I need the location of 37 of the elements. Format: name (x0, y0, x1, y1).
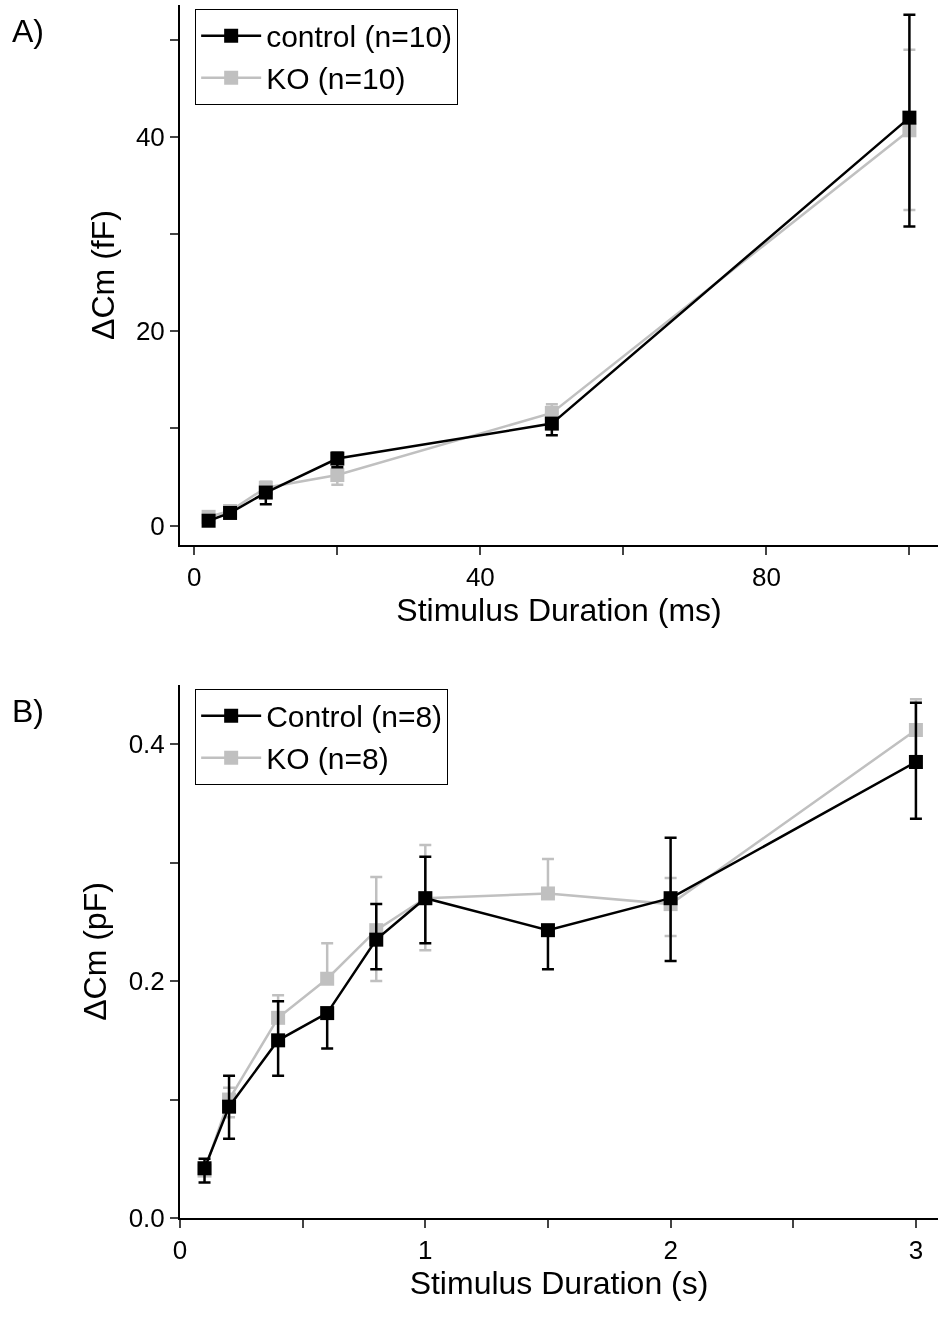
point (544, 416, 559, 431)
point (663, 891, 678, 906)
x-tick-label: 80 (751, 562, 781, 593)
point (540, 886, 555, 901)
x-tick-label: 3 (908, 1235, 924, 1266)
y-tick-label: 0.4 (128, 729, 165, 760)
y-tick-label: 40 (135, 122, 165, 153)
point (271, 1033, 286, 1048)
point (540, 923, 555, 938)
x-axis-title: Stimulus Duration (s) (409, 1265, 709, 1302)
point (258, 485, 273, 500)
y-tick-label: 0.0 (128, 1203, 165, 1234)
x-tick-label: 0 (172, 1235, 188, 1266)
point (902, 110, 917, 125)
point (320, 971, 335, 986)
point (908, 754, 923, 769)
x-tick-label: 2 (663, 1235, 678, 1266)
legend-label: KO (n=8) (266, 742, 389, 776)
x-tick-label: 0 (187, 562, 202, 593)
y-tick-label: 0 (150, 510, 165, 541)
legend-label: Control (n=8) (266, 700, 443, 734)
y-axis-title: ΔCm (pF) (77, 882, 114, 1021)
x-tick-label: 40 (465, 562, 495, 593)
text: B) (12, 693, 44, 729)
point (330, 468, 345, 483)
text: A) (12, 13, 44, 49)
point (369, 932, 384, 947)
y-axis-title: ΔCm (fF) (84, 210, 121, 340)
x-axis-title: Stimulus Duration (ms) (396, 592, 722, 629)
point (201, 513, 216, 528)
point (320, 1006, 335, 1021)
legend-label: KO (n=10) (266, 62, 406, 96)
point (222, 1099, 237, 1114)
y-tick-label: 0.2 (128, 966, 165, 997)
x-tick-label: 1 (418, 1235, 433, 1266)
y-tick-label: 20 (135, 316, 165, 347)
legend-label: control (n=10) (266, 20, 453, 54)
